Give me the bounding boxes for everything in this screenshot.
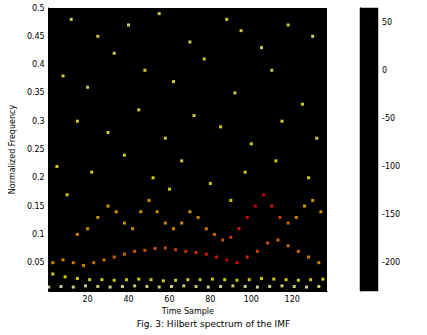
svg-text:-50: -50 — [382, 114, 395, 123]
svg-text:0.25: 0.25 — [27, 145, 45, 154]
svg-text:0.45: 0.45 — [27, 32, 45, 41]
svg-text:0.4: 0.4 — [32, 60, 45, 69]
svg-text:0.15: 0.15 — [27, 202, 45, 211]
svg-text:120: 120 — [285, 295, 300, 304]
svg-text:0.05: 0.05 — [27, 258, 45, 267]
svg-text:0.35: 0.35 — [27, 88, 45, 97]
svg-text:-100: -100 — [382, 162, 400, 171]
svg-text:40: 40 — [123, 295, 133, 304]
svg-text:-200: -200 — [382, 258, 400, 267]
svg-text:20: 20 — [82, 295, 92, 304]
svg-text:0.3: 0.3 — [32, 117, 45, 126]
svg-text:50: 50 — [382, 18, 392, 27]
svg-text:Fig. 3: Hilbert spectrum of th: Fig. 3: Hilbert spectrum of the IMF — [137, 319, 290, 329]
svg-text:0.1: 0.1 — [32, 230, 45, 239]
svg-text:0.2: 0.2 — [32, 173, 45, 182]
svg-text:60: 60 — [164, 295, 174, 304]
svg-text:100: 100 — [244, 295, 259, 304]
svg-text:Time Sample: Time Sample — [161, 307, 214, 316]
svg-text:-150: -150 — [382, 210, 400, 219]
svg-text:80: 80 — [205, 295, 215, 304]
svg-text:0.5: 0.5 — [32, 4, 45, 13]
svg-text:Normalized Frequency: Normalized Frequency — [8, 105, 17, 195]
svg-text:0: 0 — [382, 66, 387, 75]
